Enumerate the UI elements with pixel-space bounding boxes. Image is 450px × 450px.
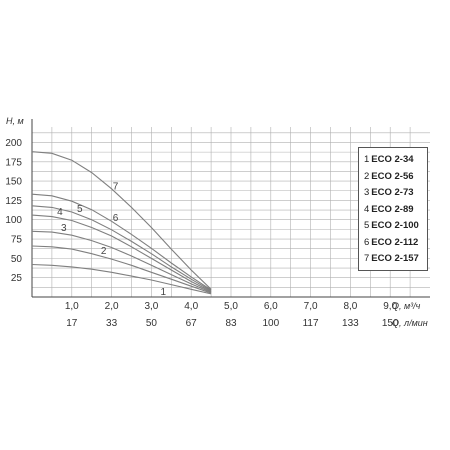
- y-tick-label: 150: [5, 177, 22, 188]
- legend-label: ECO 2-100: [371, 220, 419, 231]
- x-tick-label-primary: 8,0: [343, 301, 357, 312]
- series-label-1: 1: [161, 287, 167, 298]
- series-line-7: [31, 151, 212, 290]
- curves: 1 2 3 4 5 6 7: [31, 151, 212, 298]
- y-tick-label: 75: [11, 235, 23, 246]
- legend-label: ECO 2-73: [371, 187, 414, 198]
- legend-label: ECO 2-89: [371, 203, 414, 215]
- x-tick-label-secondary: 17: [66, 318, 78, 329]
- x-axis-title-primary: Q, м³/ч: [392, 301, 421, 311]
- series-line-6: [31, 193, 212, 291]
- y-tick-label: 25: [11, 273, 23, 284]
- x-tick-label-primary: 3,0: [144, 301, 158, 312]
- tick-labels: 2550751001251501752001,0172,0333,0504,06…: [5, 138, 399, 329]
- x-tick-label-secondary: 117: [303, 318, 319, 329]
- series-label-6: 6: [113, 213, 119, 224]
- legend-item-6: 6 ECO 2-112: [364, 235, 427, 252]
- x-tick-label-primary: 2,0: [105, 301, 119, 312]
- x-tick-label-primary: 9,0: [383, 301, 397, 312]
- series-label-7: 7: [113, 182, 119, 193]
- series-line-3: [31, 230, 212, 293]
- legend-number: 3: [364, 187, 370, 198]
- x-tick-label-secondary: 67: [186, 318, 198, 329]
- legend-label: ECO 2-56: [371, 170, 414, 182]
- x-tick-label-primary: 1,0: [65, 301, 79, 312]
- series-label-5: 5: [77, 204, 83, 215]
- legend-number: 7: [364, 253, 370, 264]
- x-axis-title-secondary: Q, л/мин: [392, 318, 428, 328]
- x-tick-label-secondary: 133: [342, 318, 359, 329]
- series-label-2: 2: [101, 246, 107, 257]
- legend-item-7: 7 ECO 2-157: [364, 251, 427, 268]
- y-axis-title: H, м: [6, 116, 24, 126]
- y-tick-label: 100: [5, 215, 22, 226]
- legend: 1 ECO 2-34 2 ECO 2-56 3 ECO 2-73 4 ECO 2-89 5 ECO…: [358, 147, 428, 271]
- series-line-2: [31, 245, 212, 294]
- legend-item-5: 5 ECO 2-100: [364, 218, 427, 235]
- legend-label: ECO 2-112: [371, 236, 419, 248]
- y-tick-label: 175: [5, 157, 22, 168]
- legend-label: ECO 2-157: [371, 253, 419, 264]
- x-tick-label-primary: 6,0: [264, 301, 278, 312]
- axis-titles: H, м Q, м³/ч Q, л/мин: [6, 116, 428, 328]
- series-label-4: 4: [57, 207, 63, 218]
- x-tick-label-primary: 4,0: [184, 301, 198, 312]
- x-tick-label-secondary: 33: [106, 318, 118, 329]
- x-tick-label-secondary: 50: [146, 318, 158, 329]
- y-tick-label: 125: [5, 196, 22, 207]
- legend-number: 6: [364, 236, 370, 248]
- legend-item-3: 3 ECO 2-73: [364, 185, 427, 202]
- x-tick-label-secondary: 83: [225, 318, 237, 329]
- series-label-3: 3: [61, 223, 67, 234]
- series-line-5: [31, 205, 212, 292]
- x-tick-label-secondary: 100: [262, 318, 279, 329]
- x-tick-label-secondary: 150: [382, 318, 399, 329]
- legend-label: ECO 2-34: [371, 154, 414, 165]
- series-line-4: [31, 214, 212, 293]
- x-tick-label-primary: 5,0: [224, 301, 238, 312]
- series-line-1: [31, 263, 212, 295]
- y-tick-label: 50: [11, 254, 23, 265]
- legend-item-4: 4 ECO 2-89: [364, 202, 427, 219]
- legend-number: 1: [364, 154, 370, 165]
- legend-number: 2: [364, 170, 370, 182]
- legend-number: 4: [364, 203, 370, 215]
- legend-item-1: 1 ECO 2-34: [364, 152, 427, 169]
- legend-item-2: 2 ECO 2-56: [364, 169, 427, 186]
- legend-number: 5: [364, 220, 370, 231]
- x-tick-label-primary: 7,0: [304, 301, 318, 312]
- axes: [31, 119, 430, 298]
- y-tick-label: 200: [5, 138, 22, 149]
